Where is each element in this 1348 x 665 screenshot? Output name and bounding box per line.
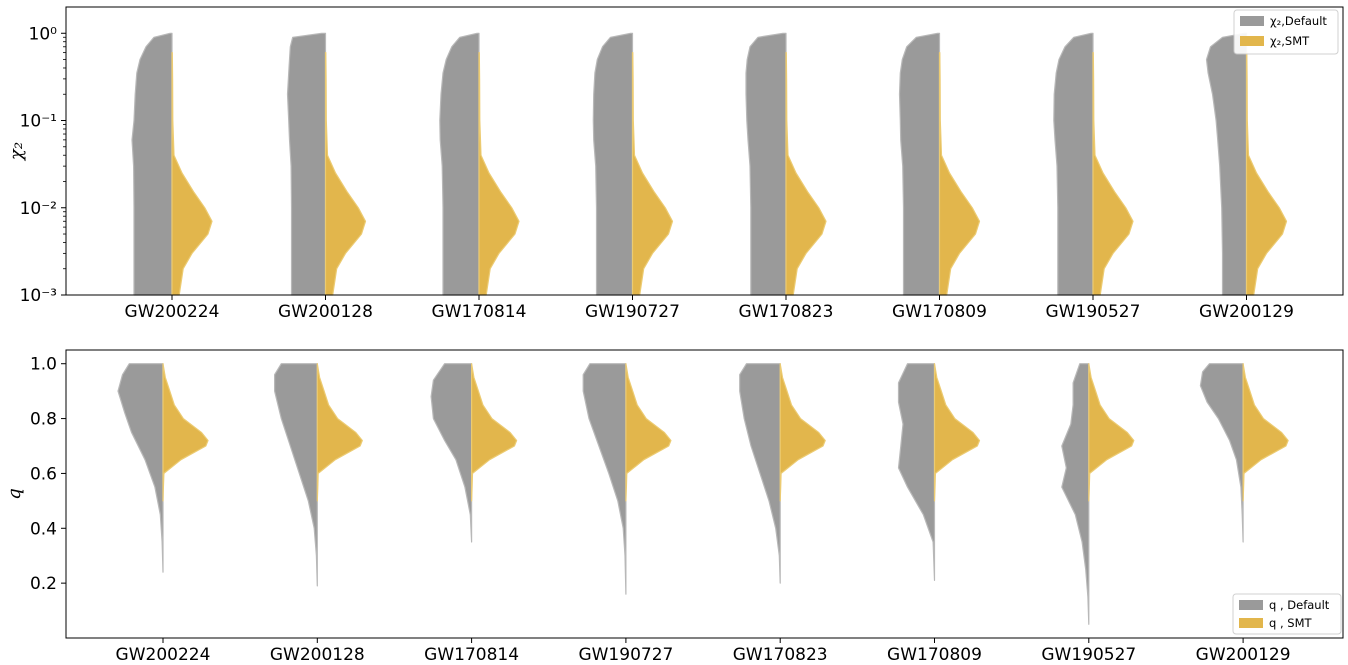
legend-label: χ₂,Default xyxy=(1270,14,1327,28)
x-tick-label: GW170809 xyxy=(892,302,987,322)
violin-default-gw170814 xyxy=(430,363,473,543)
x-tick-label: GW200128 xyxy=(270,645,365,665)
violin-smt-gw170809 xyxy=(933,363,981,502)
y-tick-label: 1.0 xyxy=(30,355,57,375)
violin-default-gw200128 xyxy=(274,363,318,587)
violin-smt-gw200128 xyxy=(316,363,363,502)
legend-label: q , Default xyxy=(1269,598,1330,612)
x-tick-label: GW200129 xyxy=(1199,302,1294,322)
legend-swatch xyxy=(1240,16,1264,26)
x-tick-label: GW190527 xyxy=(1041,645,1136,665)
x-tick-label: GW170814 xyxy=(424,645,519,665)
violin-smt-gw190727 xyxy=(625,363,672,502)
x-tick-label: GW170823 xyxy=(733,645,828,665)
x-tick-label: GW170809 xyxy=(887,645,982,665)
y-tick-label: 10⁻³ xyxy=(20,286,57,306)
violin-smt-gw170814 xyxy=(478,52,520,296)
y-tick-label: 0.2 xyxy=(30,574,57,594)
legend: χ₂,Default χ₂,SMT xyxy=(1233,9,1339,55)
violin-smt-gw190527 xyxy=(1088,363,1135,502)
y-tick-label: 0.4 xyxy=(30,519,57,539)
y-tick-label: 10⁻² xyxy=(20,199,57,219)
violin-smt-gw200128 xyxy=(324,52,367,296)
violin-smt-gw170814 xyxy=(471,363,518,502)
y-tick-label: 10⁻¹ xyxy=(20,112,57,132)
legend-label: q , SMT xyxy=(1269,616,1312,630)
legend-label: χ₂,SMT xyxy=(1270,34,1310,48)
axes-frame xyxy=(65,6,1344,296)
violin-default-gw190527 xyxy=(1061,363,1090,625)
x-tick-label: GW170814 xyxy=(432,302,527,322)
x-tick-label: GW200129 xyxy=(1196,645,1291,665)
violin-default-gw170823 xyxy=(745,32,787,296)
violin-default-gw190727 xyxy=(592,32,634,296)
x-tick-label: GW200224 xyxy=(125,302,220,322)
y-axis-label: χ₂ xyxy=(6,142,27,162)
violin-smt-gw190527 xyxy=(1092,52,1134,296)
violin-smt-gw200224 xyxy=(162,363,209,502)
axes-frame xyxy=(65,349,1344,639)
violin-smt-gw190727 xyxy=(631,52,674,296)
x-tick-label: GW190727 xyxy=(578,645,673,665)
violin-default-gw190527 xyxy=(1053,32,1094,296)
violin-smt-gw170823 xyxy=(779,363,826,502)
legend-swatch xyxy=(1239,618,1263,628)
y-tick-label: 10⁰ xyxy=(29,24,58,44)
violin-default-gw200128 xyxy=(286,32,327,296)
violin-smt-gw200129 xyxy=(1245,52,1288,296)
violin-default-gw200129 xyxy=(1199,363,1244,543)
chi2-violin-panel: GW200224 GW200128 GW170814 GW190727 GW170823… xyxy=(6,6,1344,322)
y-axis-label: q xyxy=(4,488,25,500)
violin-smt-gw170809 xyxy=(938,52,981,296)
y-tick-label: 0.8 xyxy=(30,410,57,430)
y-tick-label: 0.6 xyxy=(30,464,57,484)
violin-smt-gw200224 xyxy=(171,52,213,296)
violin-default-gw200129 xyxy=(1205,32,1248,296)
x-tick-label: GW190727 xyxy=(585,302,680,322)
violin-default-gw200224 xyxy=(117,363,164,573)
legend-swatch xyxy=(1240,36,1264,46)
violin-default-gw200224 xyxy=(131,32,173,296)
q-violin-panel: GW200224 GW200128 GW170814 GW190727 GW170823… xyxy=(4,349,1344,665)
violin-default-gw170809 xyxy=(898,32,941,296)
violin-smt-gw200129 xyxy=(1242,363,1289,502)
x-tick-label: GW190527 xyxy=(1046,302,1141,322)
violin-default-gw170809 xyxy=(897,363,936,581)
violin-default-gw170823 xyxy=(739,363,781,584)
x-tick-label: GW170823 xyxy=(739,302,834,322)
legend: q , Default q , SMT xyxy=(1232,593,1342,635)
x-tick-label: GW200128 xyxy=(278,302,373,322)
violin-smt-gw170823 xyxy=(785,52,827,296)
x-tick-label: GW200224 xyxy=(116,645,211,665)
violin-default-gw190727 xyxy=(582,363,627,595)
violin-default-gw170814 xyxy=(439,32,480,296)
legend-swatch xyxy=(1239,600,1263,610)
